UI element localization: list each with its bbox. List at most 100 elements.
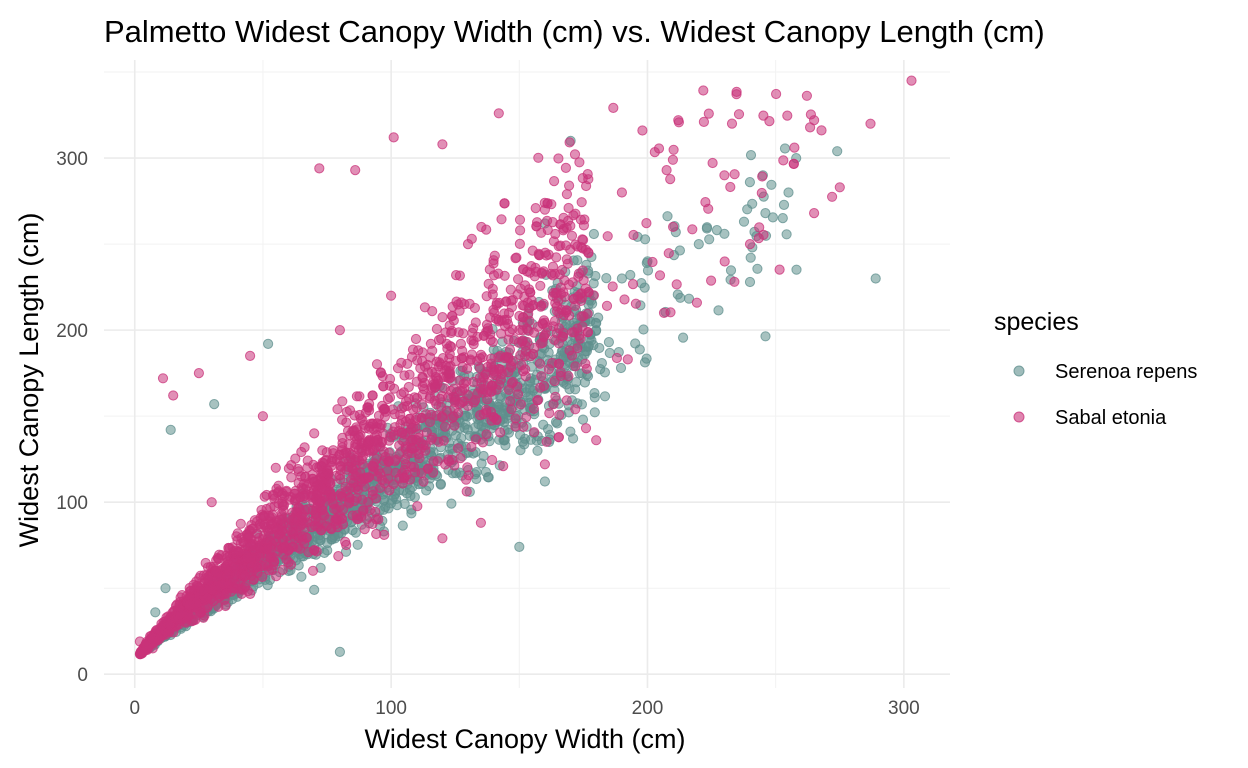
point-sabal-etonia xyxy=(395,409,406,420)
point-sabal-etonia xyxy=(549,176,560,187)
point-sabal-etonia xyxy=(557,331,568,342)
point-serenoa-repens xyxy=(552,418,563,429)
point-serenoa-repens xyxy=(577,414,589,425)
point-serenoa-repens xyxy=(601,273,612,284)
point-sabal-etonia xyxy=(515,225,526,236)
point-sabal-etonia xyxy=(424,393,435,404)
point-serenoa-repens xyxy=(642,265,654,276)
point-serenoa-repens xyxy=(744,276,756,288)
point-sabal-etonia xyxy=(707,157,718,169)
point-sabal-etonia xyxy=(370,493,382,504)
point-sabal-etonia xyxy=(404,369,415,380)
point-sabal-etonia xyxy=(532,395,543,406)
point-sabal-etonia xyxy=(530,262,541,273)
point-serenoa-repens xyxy=(263,338,274,349)
point-sabal-etonia xyxy=(706,275,717,286)
point-serenoa-repens xyxy=(701,223,713,234)
point-sabal-etonia xyxy=(353,444,365,455)
point-sabal-etonia xyxy=(257,411,268,422)
point-sabal-etonia xyxy=(343,425,354,436)
point-sabal-etonia xyxy=(299,442,310,453)
point-serenoa-repens xyxy=(662,211,673,222)
point-serenoa-repens xyxy=(760,208,771,219)
point-sabal-etonia xyxy=(195,570,206,581)
point-sabal-etonia xyxy=(265,552,276,563)
point-sabal-etonia xyxy=(475,517,486,528)
point-sabal-etonia xyxy=(554,409,565,420)
point-serenoa-repens xyxy=(630,338,641,349)
point-serenoa-repens xyxy=(352,539,363,550)
point-serenoa-repens xyxy=(832,146,843,157)
point-sabal-etonia xyxy=(654,270,666,281)
point-sabal-etonia xyxy=(582,327,594,338)
point-serenoa-repens xyxy=(209,399,220,410)
point-sabal-etonia xyxy=(137,646,148,657)
point-sabal-etonia xyxy=(581,363,592,374)
point-sabal-etonia xyxy=(782,110,793,121)
point-sabal-etonia xyxy=(538,332,549,343)
chart-title: Palmetto Widest Canopy Width (cm) vs. Wi… xyxy=(104,14,1045,49)
point-sabal-etonia xyxy=(754,222,765,233)
point-sabal-etonia xyxy=(462,239,474,250)
point-sabal-etonia xyxy=(553,323,565,334)
point-serenoa-repens xyxy=(296,571,307,582)
point-serenoa-repens xyxy=(334,646,345,658)
point-sabal-etonia xyxy=(439,383,450,394)
point-sabal-etonia xyxy=(292,542,303,553)
point-sabal-etonia xyxy=(353,431,364,442)
point-sabal-etonia xyxy=(827,191,838,202)
point-sabal-etonia xyxy=(277,501,288,512)
point-sabal-etonia xyxy=(372,471,383,482)
point-sabal-etonia xyxy=(534,358,546,369)
point-sabal-etonia xyxy=(673,115,684,126)
point-sabal-etonia xyxy=(444,320,455,331)
y-tick-label: 300 xyxy=(56,149,88,170)
point-sabal-etonia xyxy=(568,293,580,305)
point-sabal-etonia xyxy=(427,306,438,317)
point-sabal-etonia xyxy=(483,278,494,289)
point-serenoa-repens xyxy=(392,500,403,511)
point-sabal-etonia xyxy=(213,553,224,564)
point-sabal-etonia xyxy=(525,287,536,298)
point-serenoa-repens xyxy=(591,325,602,336)
point-sabal-etonia xyxy=(383,456,394,467)
point-sabal-etonia xyxy=(431,323,442,335)
point-sabal-etonia xyxy=(157,373,169,384)
point-sabal-etonia xyxy=(771,88,782,100)
point-sabal-etonia xyxy=(729,169,740,180)
point-sabal-etonia xyxy=(217,578,228,590)
point-sabal-etonia xyxy=(628,229,639,241)
point-sabal-etonia xyxy=(379,404,390,415)
point-sabal-etonia xyxy=(302,504,313,515)
point-sabal-etonia xyxy=(499,198,510,209)
point-sabal-etonia xyxy=(184,599,195,611)
point-sabal-etonia xyxy=(452,443,464,454)
point-sabal-etonia xyxy=(427,432,438,443)
point-sabal-etonia xyxy=(434,357,445,368)
point-sabal-etonia xyxy=(426,409,437,420)
point-sabal-etonia xyxy=(280,541,291,552)
point-sabal-etonia xyxy=(521,412,532,423)
point-sabal-etonia xyxy=(411,402,422,413)
point-serenoa-repens xyxy=(514,541,525,553)
point-sabal-etonia xyxy=(668,221,679,232)
point-sabal-etonia xyxy=(507,355,518,367)
point-sabal-etonia xyxy=(332,404,343,415)
point-sabal-etonia xyxy=(392,363,404,374)
point-sabal-etonia xyxy=(283,557,294,568)
point-sabal-etonia xyxy=(566,350,578,361)
point-sabal-etonia xyxy=(438,435,449,446)
point-serenoa-repens xyxy=(604,347,615,359)
point-sabal-etonia xyxy=(515,283,526,294)
point-serenoa-repens xyxy=(767,212,779,223)
point-sabal-etonia xyxy=(437,533,448,544)
point-sabal-etonia xyxy=(561,305,572,316)
point-serenoa-repens xyxy=(713,305,724,316)
point-sabal-etonia xyxy=(402,400,413,412)
point-sabal-etonia xyxy=(538,380,550,391)
point-sabal-etonia xyxy=(286,472,297,483)
point-sabal-etonia xyxy=(432,375,444,386)
point-sabal-etonia xyxy=(554,269,565,280)
point-serenoa-repens xyxy=(483,472,494,483)
point-sabal-etonia xyxy=(543,364,555,375)
